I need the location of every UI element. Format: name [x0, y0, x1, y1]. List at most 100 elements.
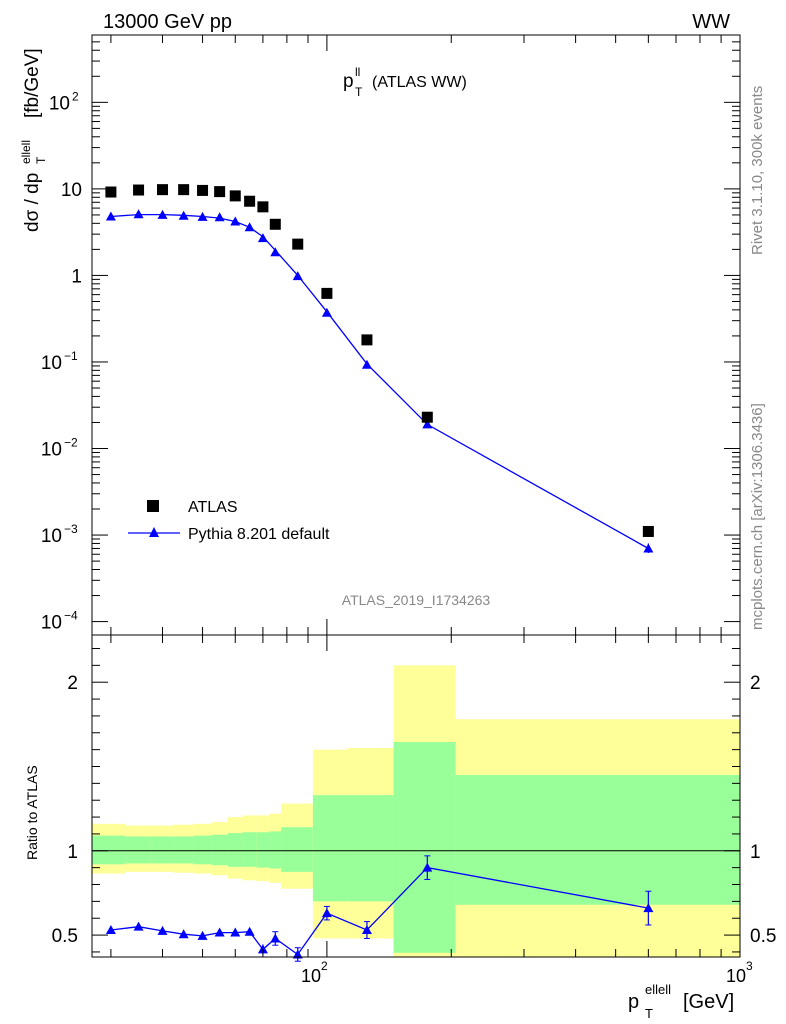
data-point — [133, 184, 145, 196]
data-point — [229, 190, 241, 202]
mc-point — [321, 307, 332, 317]
plot-title-p: p — [343, 71, 354, 92]
plot-title-sup: ll — [355, 65, 360, 79]
ratio-band-inner — [242, 832, 257, 867]
ratio-band-inner — [348, 795, 394, 902]
data-point — [178, 184, 190, 196]
ratio-mc-point — [178, 929, 189, 939]
data-point — [214, 186, 226, 198]
y-tick-label: 10 — [49, 93, 70, 114]
mc-point — [178, 210, 189, 220]
y-tick-label-exponent: 2 — [72, 89, 79, 103]
mc-point — [157, 209, 168, 219]
mc-point — [361, 359, 372, 369]
ratio-tick-label-right: 2 — [750, 673, 761, 694]
ratio-mc-point — [422, 862, 433, 872]
legend: ATLAS Pythia 8.201 default — [128, 499, 330, 543]
data-series — [105, 184, 654, 537]
y-tick-label: 10 — [41, 440, 62, 461]
mcplots-label: mcplots.cern.ch [arXiv:1306.3436] — [749, 403, 766, 630]
mc-point — [244, 222, 255, 232]
header-energy: 13000 GeV pp — [103, 11, 232, 33]
legend-mc-label: Pythia 8.201 default — [188, 526, 330, 543]
analysis-id: ATLAS_2019_I1734263 — [342, 592, 491, 608]
ratio-mc-point — [197, 930, 208, 940]
data-point — [257, 201, 269, 213]
x-axis-label: p ellell T [GeV] — [628, 982, 734, 1021]
ratio-mc-point — [133, 921, 144, 931]
ratio-mc-point — [292, 949, 303, 959]
ratio-band-inner — [281, 827, 313, 872]
ratio-mc-point — [321, 908, 332, 918]
data-point — [292, 238, 304, 250]
plot-title-rest: (ATLAS WW) — [372, 74, 467, 91]
header-process: WW — [692, 11, 730, 33]
y-tick-label-exponent: −1 — [64, 349, 78, 363]
y-axis-label-sub: T — [34, 156, 48, 164]
data-point — [361, 334, 373, 346]
ratio-band-inner — [227, 833, 243, 867]
ratio-band-inner — [92, 835, 126, 865]
data-point — [421, 411, 433, 423]
ratio-band-inner — [211, 834, 228, 866]
mc-point — [257, 233, 268, 243]
ratio-mc-point — [270, 933, 281, 943]
y-tick-label-exponent: −4 — [64, 609, 78, 623]
x-tick-label-100-exp: 2 — [321, 959, 328, 973]
data-point — [642, 525, 654, 537]
ratio-tick-label-right: 0.5 — [750, 926, 776, 947]
x-axis-label-unit: [GeV] — [683, 991, 734, 1013]
ratio-bands — [92, 665, 740, 957]
x-axis-label-sup: ellell — [645, 982, 671, 997]
ratio-tick-label-right: 1 — [750, 842, 761, 863]
x-tick-label-1000-exp: 3 — [746, 959, 753, 973]
ratio-y-ticks: 0.5 0.5 1 1 2 2 — [52, 647, 776, 953]
ratio-mc-point — [214, 927, 225, 937]
mc-point — [230, 216, 241, 226]
ratio-band-inner — [150, 836, 174, 864]
ratio-mc-point — [361, 925, 372, 935]
ratio-band-inner — [125, 836, 151, 864]
y-tick-label: 10 — [61, 180, 82, 201]
y-tick-label-exponent: −2 — [64, 436, 78, 450]
y-tick-label: 10 — [41, 613, 62, 634]
legend-data-marker — [147, 500, 159, 512]
mc-series — [105, 209, 654, 554]
mc-point — [133, 209, 144, 219]
ratio-tick-label-left: 2 — [67, 673, 78, 694]
ratio-mc-point — [230, 927, 241, 937]
ratio-mc-point — [157, 925, 168, 935]
mc-point — [214, 212, 225, 222]
data-point — [197, 184, 209, 196]
y-tick-label: 10 — [41, 526, 62, 547]
ratio-band-inner — [455, 774, 740, 905]
mc-point — [292, 271, 303, 281]
ratio-band-inner — [193, 835, 212, 865]
data-point — [269, 218, 281, 230]
ratio-band-inner — [312, 795, 349, 902]
y-tick-label: 10 — [41, 353, 62, 374]
y-axis-label: dσ / dp T ellell [fb/GeV] — [19, 48, 48, 232]
x-axis-label-sub: T — [645, 1006, 653, 1021]
x-tick-labels: 10 2 10 3 — [301, 959, 753, 986]
legend-data-label: ATLAS — [188, 499, 238, 516]
rivet-label: Rivet 3.1.10, 300k events — [749, 86, 766, 255]
mc-point — [270, 247, 281, 257]
ratio-mc-point — [643, 903, 654, 913]
data-point — [244, 195, 256, 207]
mc-point — [422, 419, 433, 429]
ratio-axis-label: Ratio to ATLAS — [24, 765, 40, 860]
mc-point — [197, 211, 208, 221]
y-axis-label-unit: [fb/GeV] — [22, 48, 43, 118]
legend-mc-marker — [149, 527, 159, 537]
plot-title-sub: T — [355, 85, 363, 99]
x-tick-label-100: 10 — [301, 966, 321, 986]
ratio-band-inner — [269, 831, 282, 869]
y-axis-label-sup: ellell — [19, 140, 33, 164]
main-x-ticks — [110, 35, 741, 635]
ratio-mc-point — [244, 926, 255, 936]
ratio-tick-label-left: 0.5 — [52, 926, 78, 947]
ratio-tick-label-left: 1 — [67, 842, 78, 863]
mc-point — [105, 211, 116, 221]
